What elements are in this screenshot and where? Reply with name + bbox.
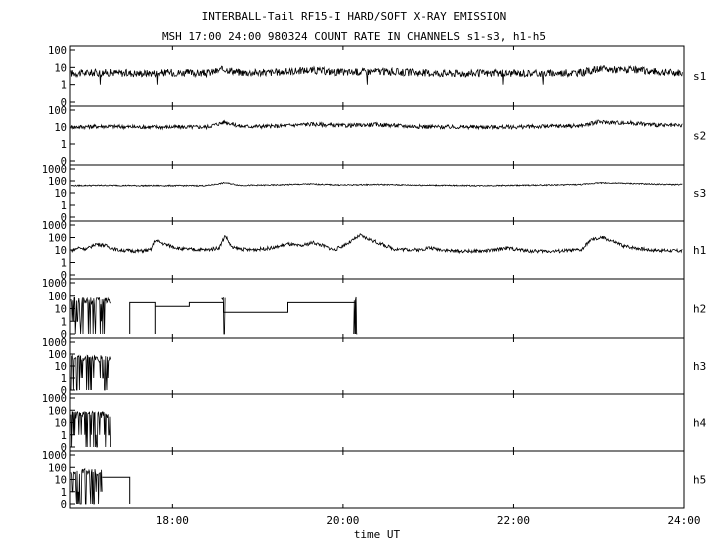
y-tick-label: 100 [48, 291, 67, 303]
y-tick-label: 1000 [42, 337, 67, 349]
y-tick-label: 0 [61, 385, 67, 397]
y-tick-label: 1 [61, 487, 67, 499]
burst-h5 [70, 467, 103, 505]
y-tick-label: 1000 [42, 278, 67, 290]
panel-label: s2 [693, 130, 706, 143]
y-tick-label: 1000 [42, 220, 67, 232]
y-tick-label: 1 [61, 430, 67, 442]
series-h1 [70, 233, 683, 255]
y-tick-label: 10 [54, 62, 67, 74]
y-tick-label: 10 [54, 245, 67, 257]
y-tick-label: 10 [54, 122, 67, 134]
y-tick-label: 0 [61, 329, 67, 341]
y-tick-label: 100 [48, 349, 67, 361]
y-tick-label: 0 [61, 270, 67, 282]
panel-label: h1 [693, 244, 706, 257]
y-tick-label: 100 [48, 45, 67, 57]
x-tick-label: 22:00 [497, 514, 530, 527]
y-tick-label: 10 [54, 475, 67, 487]
y-tick-label: 100 [48, 233, 67, 245]
y-tick-label: 100 [48, 176, 67, 188]
panel-frame [69, 164, 685, 222]
panel-frame [69, 278, 685, 339]
panel-frame [69, 337, 685, 395]
series-h5 [102, 476, 131, 504]
y-tick-label: 100 [48, 405, 67, 417]
panel-frame [69, 105, 685, 166]
series-h2 [129, 301, 357, 334]
series-s2 [70, 119, 683, 131]
y-tick-label: 1 [61, 80, 67, 92]
chart-title: INTERBALL-Tail RF15-I HARD/SOFT X-RAY EM… [202, 10, 507, 23]
panel-label: h5 [693, 474, 706, 487]
y-tick-label: 1 [61, 258, 67, 270]
series-s3 [70, 181, 683, 188]
series-s1 [70, 65, 683, 85]
y-tick-label: 10 [54, 418, 67, 430]
panel-label: s1 [693, 70, 706, 83]
panels: 1001010s11001010s210001001010s3100010010… [42, 45, 707, 527]
x-tick-label: 20:00 [326, 514, 359, 527]
panel-label: h2 [693, 303, 706, 316]
y-tick-label: 0 [61, 442, 67, 454]
x-tick-label: 24:00 [667, 514, 700, 527]
panel-label: h4 [693, 417, 707, 430]
y-tick-label: 0 [61, 212, 67, 224]
y-tick-label: 1000 [42, 450, 67, 462]
y-tick-label: 100 [48, 462, 67, 474]
y-tick-label: 10 [54, 304, 67, 316]
x-tick-label: 18:00 [156, 514, 189, 527]
burst-h2 [70, 296, 111, 335]
y-tick-label: 0 [61, 97, 67, 109]
y-tick-label: 1 [61, 139, 67, 151]
panel-frame [69, 450, 685, 509]
y-tick-label: 100 [48, 105, 67, 117]
chart-subtitle: MSH 17:00 24:00 980324 COUNT RATE IN CHA… [162, 30, 546, 43]
panel-label: s3 [693, 187, 706, 200]
y-tick-label: 10 [54, 188, 67, 200]
y-tick-label: 1 [61, 316, 67, 328]
x-axis-label: time UT [354, 528, 401, 541]
panel-frame [69, 220, 685, 280]
spike-h2 [221, 296, 226, 335]
y-tick-label: 10 [54, 361, 67, 373]
y-tick-label: 0 [61, 499, 67, 511]
y-tick-label: 1 [61, 200, 67, 212]
y-tick-label: 1000 [42, 393, 67, 405]
burst-h4 [70, 410, 111, 448]
y-tick-label: 1000 [42, 164, 67, 176]
panel-frame [69, 45, 685, 107]
burst-h3 [70, 354, 111, 391]
y-tick-label: 0 [61, 156, 67, 168]
y-tick-label: 1 [61, 373, 67, 385]
spike-h2 [353, 296, 358, 335]
panel-label: h3 [693, 360, 706, 373]
panel-frame [69, 393, 685, 452]
